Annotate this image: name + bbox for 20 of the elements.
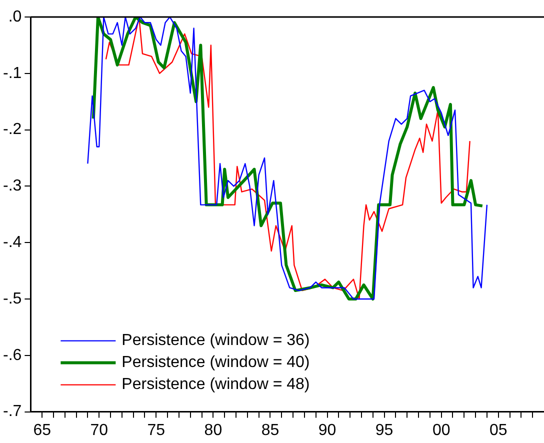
x-tick-label: 80	[204, 422, 222, 439]
x-tick-label: 95	[375, 422, 394, 439]
y-tick-label: -.6	[3, 346, 22, 364]
x-tick-label: 90	[318, 422, 336, 439]
x-tick-label: 70	[90, 422, 108, 439]
y-tick-label: -.4	[3, 234, 22, 252]
y-tick-label: -.3	[3, 178, 22, 195]
legend-label: Persistence (window = 36)	[122, 332, 310, 350]
x-tick-label: 75	[147, 422, 166, 439]
y-tick-label: -.5	[3, 290, 22, 308]
y-tick-label: -.7	[3, 403, 22, 420]
legend-label: Persistence (window = 48)	[122, 376, 310, 394]
x-tick-label: 05	[489, 422, 508, 439]
x-tick-label: 65	[33, 422, 52, 439]
legend-label: Persistence (window = 40)	[122, 354, 310, 372]
y-tick-label: -.2	[3, 121, 22, 138]
y-tick-label: -.1	[3, 64, 22, 82]
y-tick-label: .0	[8, 8, 22, 26]
x-tick-label: 85	[261, 422, 280, 439]
x-tick-label: 00	[432, 422, 450, 439]
